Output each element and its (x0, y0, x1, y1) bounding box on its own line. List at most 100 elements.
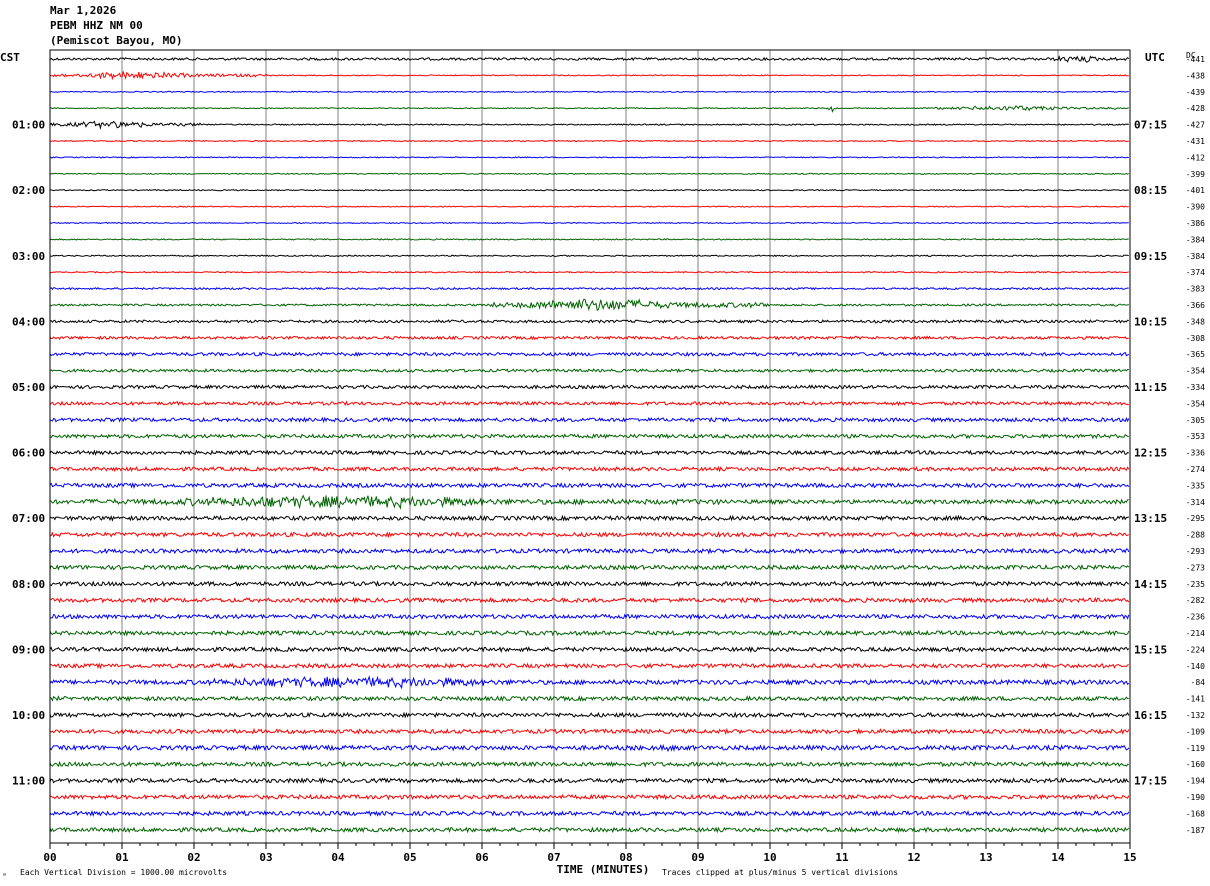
dc-offset-label: -399 (1186, 170, 1205, 179)
x-tick-label: 10 (763, 851, 776, 864)
trace-row (49, 351, 1130, 358)
trace-row (49, 760, 1129, 768)
dc-offset-label: -439 (1186, 88, 1205, 97)
left-hour-label: 07:00 (12, 512, 45, 525)
dc-offset-label: -427 (1186, 121, 1205, 130)
trace-row (49, 449, 1129, 456)
trace-row (49, 70, 1129, 81)
trace-row (49, 254, 1129, 258)
trace-row (49, 645, 1130, 654)
dc-offset-label: -119 (1186, 744, 1205, 753)
left-hour-label: 09:00 (12, 643, 45, 656)
dc-offset-label: -140 (1186, 662, 1205, 671)
trace-row (49, 433, 1129, 440)
dc-offset-label: -132 (1186, 711, 1205, 720)
x-tick-label: 02 (187, 851, 200, 864)
dc-offset-label: -305 (1186, 416, 1205, 425)
right-hour-label: 08:15 (1134, 184, 1167, 197)
dc-offset-label: -334 (1186, 383, 1205, 392)
trace-row (49, 531, 1130, 539)
plot-frame (49, 49, 1131, 844)
trace-row (49, 270, 1129, 274)
dc-offset-label: -401 (1186, 186, 1205, 195)
left-hour-label: 06:00 (12, 447, 45, 460)
trace-row (49, 727, 1130, 735)
dc-offset-label: -431 (1186, 137, 1205, 146)
right-hour-label: 15:15 (1134, 643, 1167, 656)
dc-offset-label: -384 (1186, 252, 1205, 261)
x-tick-label: 15 (1123, 851, 1136, 864)
left-hour-label: 04:00 (12, 315, 45, 328)
clip-note: Traces clipped at plus/minus 5 vertical … (662, 868, 898, 877)
right-hour-label: 16:15 (1134, 709, 1167, 722)
x-tick-label: 06 (475, 851, 489, 864)
dc-offset-label: -273 (1186, 563, 1205, 572)
x-tick-label: 04 (331, 851, 345, 864)
dc-offset-label: -366 (1186, 301, 1205, 310)
dc-offset-label: -274 (1186, 465, 1205, 474)
trace-row (49, 629, 1130, 637)
right-timezone-label: UTC (1145, 51, 1165, 64)
dc-offset-label: -353 (1186, 432, 1205, 441)
trace-row (49, 777, 1130, 785)
dc-offset-label: -84 (1191, 678, 1206, 687)
trace-row (49, 596, 1130, 604)
x-tick-label: 12 (907, 851, 920, 864)
dc-offset-label: -383 (1186, 285, 1205, 294)
dc-offset-label: -386 (1186, 219, 1205, 228)
trace-row (49, 494, 1129, 510)
trace-row (49, 547, 1130, 555)
dc-offset-label: -224 (1186, 645, 1205, 654)
trace-row (49, 384, 1130, 390)
left-hour-label: 05:00 (12, 381, 45, 394)
dc-offset-label: -295 (1186, 514, 1205, 523)
trace-row (49, 172, 1130, 175)
right-hour-label: 07:15 (1134, 119, 1167, 132)
trace-row (49, 238, 1129, 241)
trace-row (49, 481, 1130, 490)
dc-offset-label: -336 (1186, 449, 1205, 458)
dc-offset-label: -384 (1186, 235, 1205, 244)
trace-row (49, 416, 1130, 424)
dc-offset-label: -187 (1186, 826, 1205, 835)
trace-row (49, 120, 1129, 130)
x-tick-label: 00 (43, 851, 56, 864)
dc-offset-label: -354 (1186, 399, 1205, 408)
header-station: PEBM HHZ NM 00 (50, 19, 143, 32)
trace-row (49, 695, 1129, 703)
dc-offset-label: -314 (1186, 498, 1205, 507)
right-hour-label: 10:15 (1134, 315, 1167, 328)
trace-row (49, 319, 1129, 324)
trace-row (49, 205, 1129, 208)
right-hour-label: 14:15 (1134, 578, 1167, 591)
dc-offset-label: -365 (1186, 350, 1205, 359)
time-gridlines (121, 50, 1059, 843)
corner-mark-icon: ᵃ (2, 871, 7, 880)
x-tick-label: 14 (1051, 851, 1065, 864)
trace-row (49, 400, 1130, 407)
scale-note: Each Vertical Division = 1000.00 microvo… (20, 868, 227, 877)
x-tick-label: 08 (619, 851, 632, 864)
trace-row (49, 711, 1130, 719)
dc-offset-label: -190 (1186, 793, 1205, 802)
dc-offset-label: -441 (1186, 55, 1205, 64)
trace-row (49, 335, 1129, 341)
trace-row (49, 809, 1130, 818)
trace-row (49, 465, 1130, 473)
trace-row (49, 156, 1129, 159)
trace-row (49, 580, 1130, 588)
trace-row (49, 368, 1129, 374)
dc-offset-label: -308 (1186, 334, 1205, 343)
x-tick-label: 11 (835, 851, 849, 864)
trace-row (50, 793, 1130, 801)
dc-offset-label: -438 (1186, 71, 1205, 80)
left-timezone-label: CST (0, 51, 20, 64)
left-hour-label: 03:00 (12, 250, 45, 263)
dc-offset-label: -428 (1186, 104, 1205, 113)
dc-offset-label: -282 (1186, 596, 1205, 605)
dc-offset-label: -235 (1186, 580, 1205, 589)
dc-offset-label: -390 (1186, 203, 1205, 212)
trace-row (49, 662, 1129, 670)
x-tick-label: 09 (691, 851, 704, 864)
